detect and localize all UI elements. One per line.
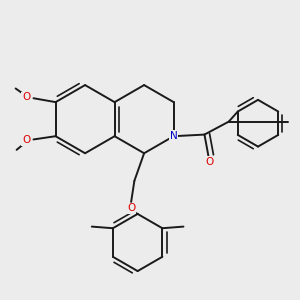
Text: O: O [22, 135, 30, 146]
Text: O: O [127, 203, 135, 213]
Text: N: N [170, 131, 178, 141]
Text: O: O [206, 157, 214, 166]
Text: O: O [22, 92, 30, 102]
